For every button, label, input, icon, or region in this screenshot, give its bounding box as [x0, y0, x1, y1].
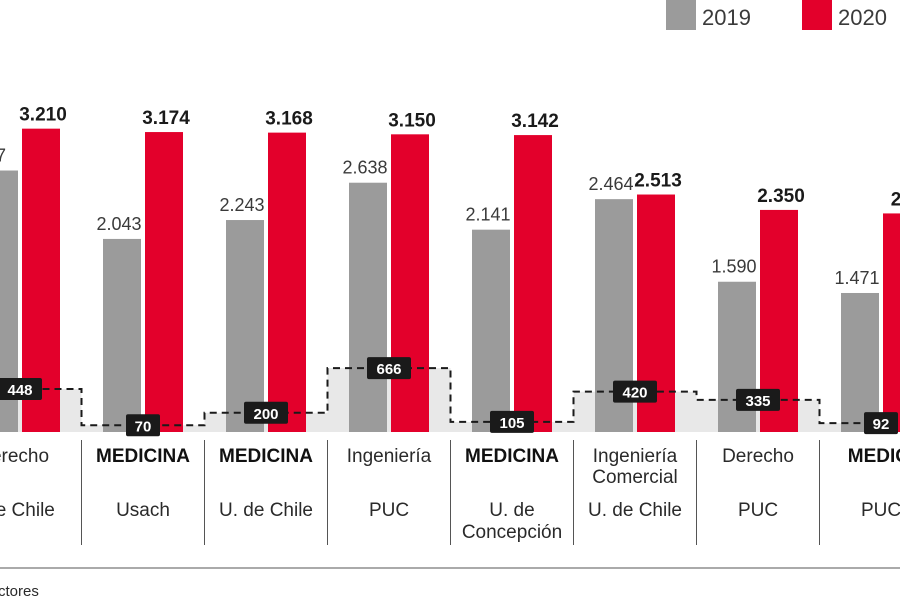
career-label: erecho: [0, 446, 49, 467]
label-2019: 2.141: [465, 205, 510, 225]
career-label: MEDICINA: [219, 446, 313, 467]
label-2020: 3.150: [388, 110, 436, 131]
footer-text: ctores: [0, 583, 39, 600]
difference-value: 92: [873, 416, 890, 433]
legend-label-2020: 2020: [838, 5, 887, 30]
label-2020: 2.3: [891, 189, 900, 210]
difference-value: 666: [376, 361, 401, 378]
label-2020: 3.142: [511, 111, 559, 132]
bar-2020: [514, 135, 552, 432]
university-label: U. de Chile: [588, 500, 682, 521]
bar-2019: [226, 220, 264, 432]
university-label-line2: Concepción: [462, 522, 562, 543]
difference-value: 70: [135, 418, 152, 435]
difference-line: 448 70 200 666 105 420 335 92: [0, 357, 900, 437]
category-separators: [81, 440, 820, 545]
career-label: MEDICINA: [96, 446, 190, 467]
difference-badge: [613, 380, 657, 403]
university-label: U. de: [489, 500, 534, 521]
label-2020: 3.210: [19, 105, 67, 126]
difference-badge: [367, 357, 411, 380]
difference-value: 448: [7, 382, 32, 399]
bar-2019: [472, 229, 510, 432]
difference-badge: [0, 377, 42, 400]
label-2019: 2.243: [219, 195, 264, 215]
legend-swatch-2020: [802, 0, 832, 30]
career-label: MEDICINA: [465, 446, 559, 467]
bar-2019: [0, 170, 18, 432]
bar-2020: [883, 213, 900, 432]
bar-2019: [841, 292, 879, 432]
legend-swatch-2019: [666, 0, 696, 30]
career-label: MEDICI: [848, 446, 900, 467]
bar-2020: [268, 132, 306, 432]
label-2020: 3.174: [142, 108, 190, 129]
difference-badge: [736, 388, 780, 411]
university-label: U. de Chile: [219, 500, 313, 521]
difference-badge: [490, 410, 534, 433]
career-label: Derecho: [722, 446, 794, 467]
legend-label-2019: 2019: [702, 5, 751, 30]
difference-badge: [244, 401, 288, 424]
bar-2019: [349, 182, 387, 432]
difference-value: 335: [745, 393, 770, 410]
bar-2020: [145, 132, 183, 432]
label-2020: 2.513: [634, 171, 682, 192]
bar-2020: [391, 134, 429, 432]
label-2019: 2.043: [96, 214, 141, 234]
university-label: PUC: [369, 500, 409, 521]
difference-badge: [126, 414, 160, 437]
label-2020: 3.168: [265, 109, 313, 130]
university-label: Usach: [116, 500, 170, 521]
bars-group: 57 3.210 2.043 3.174 2.243 3.168 2.638 3.150 2.1…: [0, 105, 900, 432]
university-label: de Chile: [0, 500, 55, 521]
legend: 2019 2020: [666, 0, 887, 30]
university-label: PUC: [861, 500, 900, 521]
career-label-line2: Comercial: [592, 467, 678, 488]
difference-value: 200: [253, 406, 278, 423]
label-2019: 1.590: [711, 257, 756, 277]
difference-badge: [864, 412, 898, 435]
label-2019: 57: [0, 146, 6, 166]
label-2020: 2.350: [757, 186, 805, 207]
label-2019: 1.471: [834, 268, 879, 288]
university-label: PUC: [738, 500, 778, 521]
career-label: Ingeniería: [347, 446, 432, 467]
label-2019: 2.638: [342, 158, 387, 178]
label-2019: 2.464: [588, 174, 633, 194]
difference-value: 420: [622, 385, 647, 402]
career-label: Ingeniería: [593, 446, 678, 467]
difference-value: 105: [499, 415, 524, 432]
category-labels: erecho de Chile MEDICINA Usach MEDICINA U. de…: [0, 446, 900, 543]
bar-2019: [103, 238, 141, 432]
